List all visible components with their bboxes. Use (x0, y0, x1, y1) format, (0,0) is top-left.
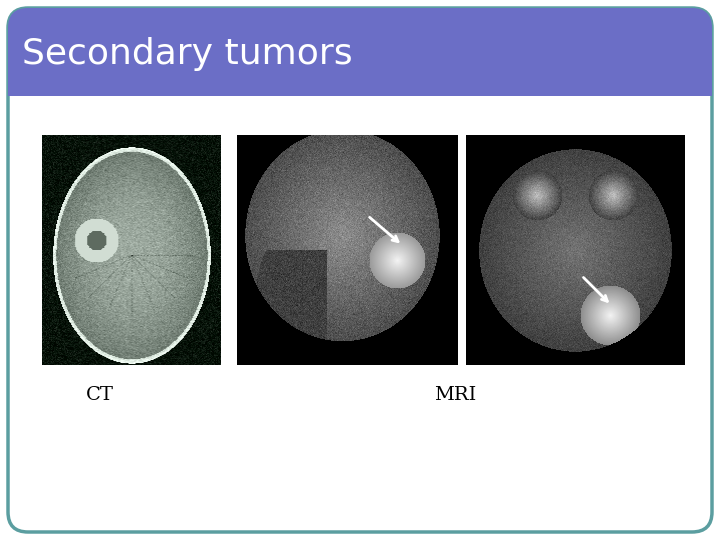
FancyBboxPatch shape (8, 8, 712, 96)
Bar (8, 52, 712, 96)
FancyBboxPatch shape (8, 8, 712, 532)
Text: MRI: MRI (434, 386, 476, 404)
Text: Secondary tumors: Secondary tumors (22, 37, 353, 71)
Text: CT: CT (86, 386, 114, 404)
